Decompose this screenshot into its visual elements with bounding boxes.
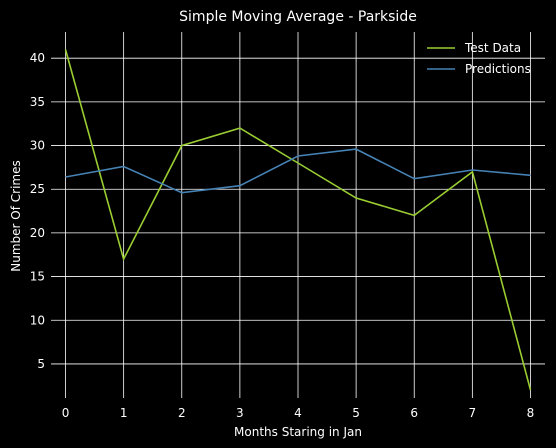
y-tick-label: 30 xyxy=(30,139,45,153)
series-layer xyxy=(64,49,532,391)
x-tick-label: 4 xyxy=(294,406,302,420)
x-tick-label: 3 xyxy=(236,406,244,420)
x-tick-label: 7 xyxy=(469,406,477,420)
x-tick-label: 8 xyxy=(527,406,535,420)
legend: Test Data Predictions xyxy=(427,41,531,76)
y-tick-label: 15 xyxy=(30,270,45,284)
y-tick-label: 40 xyxy=(30,51,45,65)
series-line-test-data xyxy=(64,49,532,391)
x-axis-ticks: 0 1 2 3 4 5 6 7 8 xyxy=(62,406,535,420)
grid xyxy=(51,32,545,398)
y-tick-label: 10 xyxy=(30,313,45,327)
legend-label: Test Data xyxy=(464,41,521,55)
y-tick-label: 25 xyxy=(30,182,45,196)
x-tick-label: 0 xyxy=(62,406,70,420)
y-tick-label: 20 xyxy=(30,226,45,240)
legend-label: Predictions xyxy=(465,62,531,76)
x-tick-label: 6 xyxy=(410,406,418,420)
y-tick-label: 35 xyxy=(30,95,45,109)
x-tick-label: 2 xyxy=(178,406,186,420)
x-axis-label: Months Staring in Jan xyxy=(234,425,362,439)
series-line-predictions xyxy=(65,148,531,194)
y-axis-ticks: 5 10 15 20 25 30 35 40 xyxy=(30,51,45,371)
x-tick-label: 5 xyxy=(352,406,360,420)
y-axis-label: Number Of Crimes xyxy=(9,160,23,271)
x-tick-label: 1 xyxy=(120,406,128,420)
chart-title: Simple Moving Average - Parkside xyxy=(179,9,417,25)
y-tick-label: 5 xyxy=(37,357,45,371)
